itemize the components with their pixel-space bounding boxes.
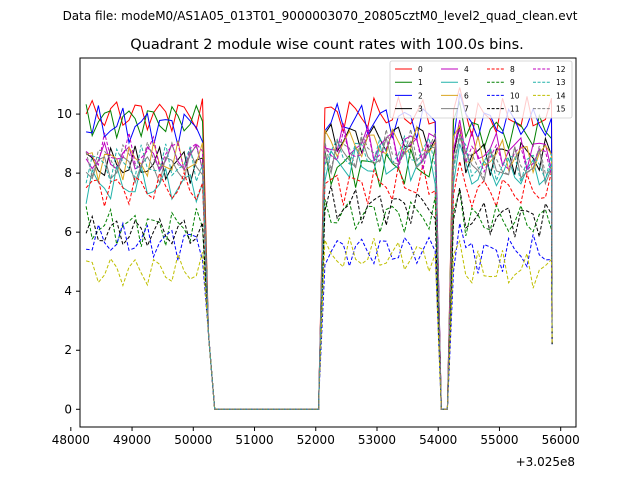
y-tick-label: 4: [64, 284, 72, 298]
legend-label-1: 1: [418, 78, 423, 87]
x-tick-label: 50000: [174, 433, 212, 447]
x-tick-label: 53000: [358, 433, 396, 447]
y-tick-label: 0: [64, 402, 72, 416]
plot-area-frame: [79, 57, 577, 428]
x-tick-label: 52000: [297, 433, 335, 447]
series-line-5: [85, 143, 553, 410]
y-axis-ticks: 0 2 4 6 8 10: [57, 107, 80, 416]
legend-label-3: 3: [418, 105, 423, 114]
chart-title: Quadrant 2 module wise count rates with …: [130, 37, 524, 53]
legend-label-14: 14: [556, 91, 566, 100]
series-lines: [85, 87, 553, 410]
series-line-12: [85, 128, 553, 410]
legend-label-15: 15: [556, 105, 566, 114]
legend-label-4: 4: [464, 65, 469, 74]
x-axis-offset-label: +3.025e8: [516, 455, 575, 469]
y-tick-label: 10: [57, 107, 72, 121]
x-tick-label: 54000: [419, 433, 457, 447]
series-line-7: [85, 136, 553, 410]
legend-label-12: 12: [556, 65, 566, 74]
series-line-15: [85, 129, 553, 410]
data-file-label: Data file: modeM0/AS1A05_013T01_90000030…: [63, 9, 578, 23]
y-tick-label: 8: [64, 166, 72, 180]
legend-label-9: 9: [510, 78, 515, 87]
legend-label-8: 8: [510, 65, 515, 74]
x-tick-label: 48000: [52, 433, 90, 447]
y-tick-label: 2: [64, 343, 72, 357]
legend-label-2: 2: [418, 91, 423, 100]
legend-label-5: 5: [464, 78, 469, 87]
x-tick-label: 56000: [542, 433, 580, 447]
series-line-14: [85, 237, 553, 410]
x-tick-label: 55000: [480, 433, 518, 447]
legend-label-10: 10: [510, 91, 520, 100]
x-tick-label: 49000: [113, 433, 151, 447]
legend-label-13: 13: [556, 78, 566, 87]
series-line-13: [85, 133, 553, 410]
x-axis-ticks: 48000 49000 50000 51000 52000 53000 54000 55000…: [52, 427, 580, 447]
legend-label-11: 11: [510, 105, 520, 114]
legend-frame: [389, 60, 573, 119]
x-tick-label: 51000: [235, 433, 273, 447]
y-tick-label: 6: [64, 225, 72, 239]
legend-label-7: 7: [464, 105, 469, 114]
legend-label-0: 0: [418, 65, 423, 74]
series-line-2: [86, 93, 553, 410]
series-line-10: [86, 221, 553, 410]
legend-label-6: 6: [464, 91, 469, 100]
series-line-4: [85, 119, 553, 410]
series-line-8: [85, 161, 553, 410]
